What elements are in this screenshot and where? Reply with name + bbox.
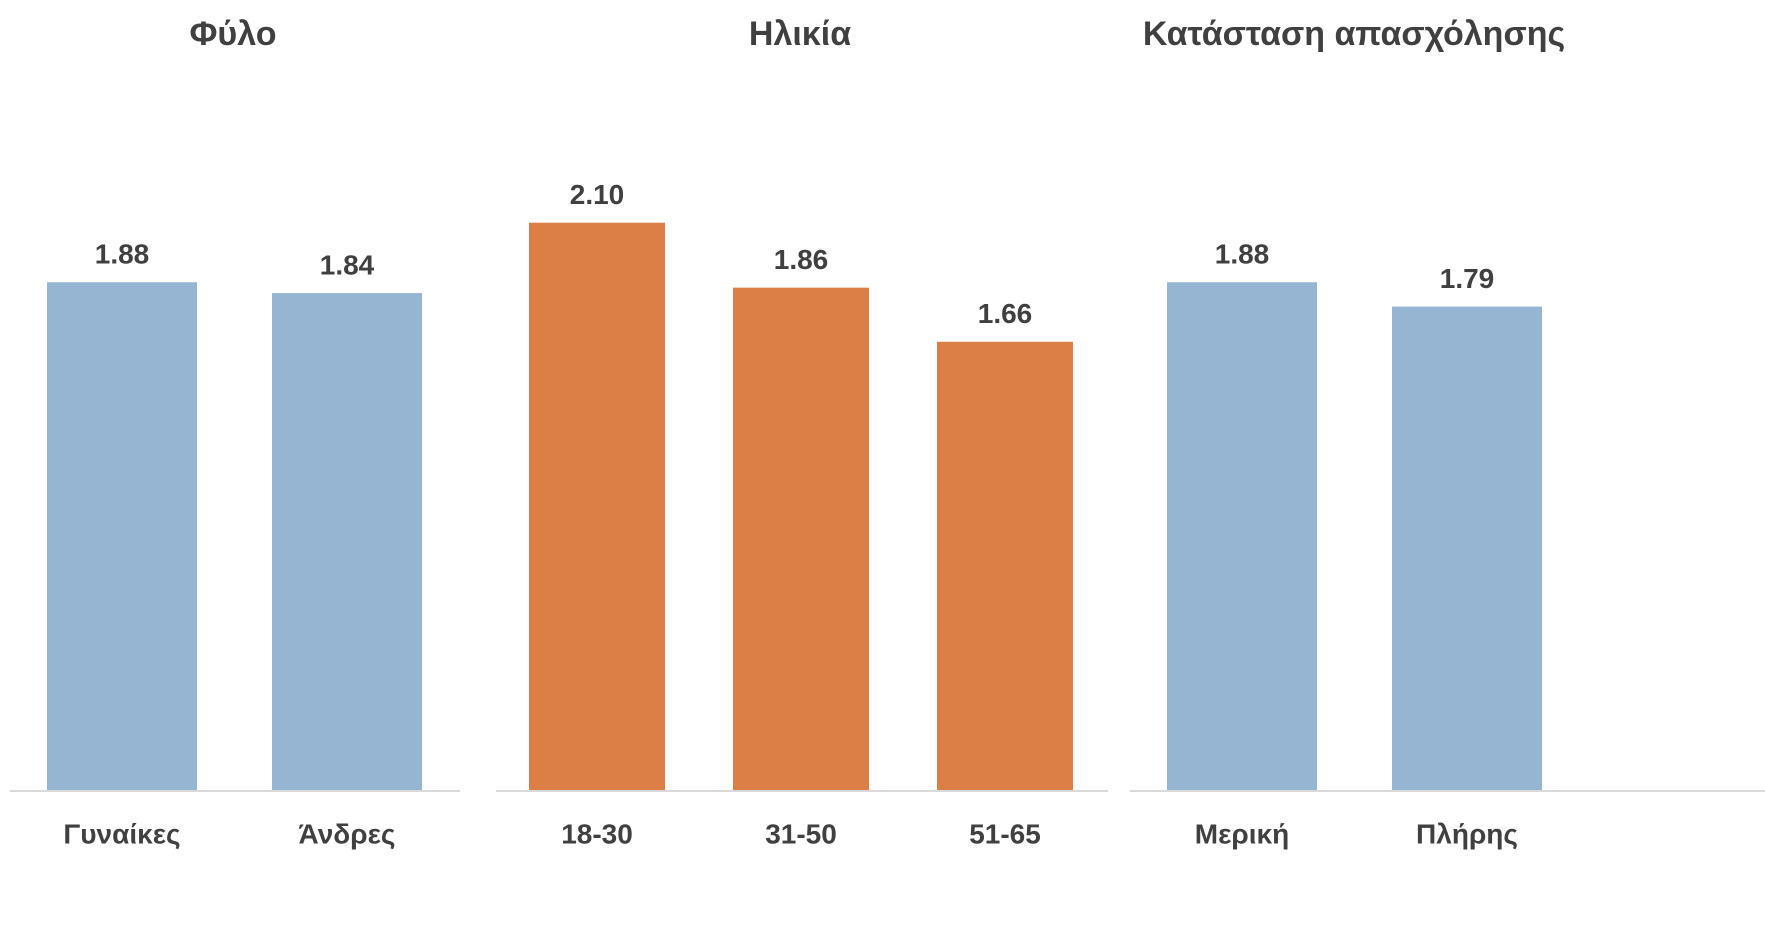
bar-2 — [272, 293, 422, 791]
panel-title: Φύλο — [190, 15, 277, 53]
value-label: 1.88 — [1215, 239, 1270, 270]
category-label: 18-30 — [561, 818, 633, 849]
value-label: 1.84 — [320, 249, 375, 280]
panel-title: Ηλικία — [749, 15, 851, 53]
bar-2 — [733, 287, 869, 791]
bar-2 — [1392, 306, 1542, 791]
bar-1 — [1167, 282, 1317, 791]
value-label: 1.86 — [774, 244, 829, 275]
bar-3 — [937, 341, 1073, 791]
value-label: 1.88 — [95, 239, 150, 270]
category-label: Άνδρες — [299, 818, 396, 849]
category-label: Μερική — [1195, 818, 1289, 849]
chart-panel-2: Ηλικία 2.10 18-30 1.86 31-50 1.66 51-65 — [496, 15, 1108, 849]
category-label: Πλήρης — [1416, 818, 1518, 849]
chart-panel-3: Κατάσταση απασχόλησης 1.88 Μερική 1.79 Πλήρη… — [1130, 15, 1765, 849]
bar-1 — [529, 222, 665, 791]
category-label: 51-65 — [969, 818, 1041, 849]
bar-1 — [47, 282, 197, 791]
value-label: 1.66 — [978, 298, 1033, 329]
chart-panel-1: Φύλο 1.88 Γυναίκες 1.84 Άνδρες — [10, 15, 460, 849]
value-label: 2.10 — [570, 179, 625, 210]
panel-title: Κατάσταση απασχόλησης — [1143, 15, 1565, 53]
category-label: 31-50 — [765, 818, 837, 849]
value-label: 1.79 — [1440, 263, 1495, 294]
category-label: Γυναίκες — [63, 818, 180, 849]
